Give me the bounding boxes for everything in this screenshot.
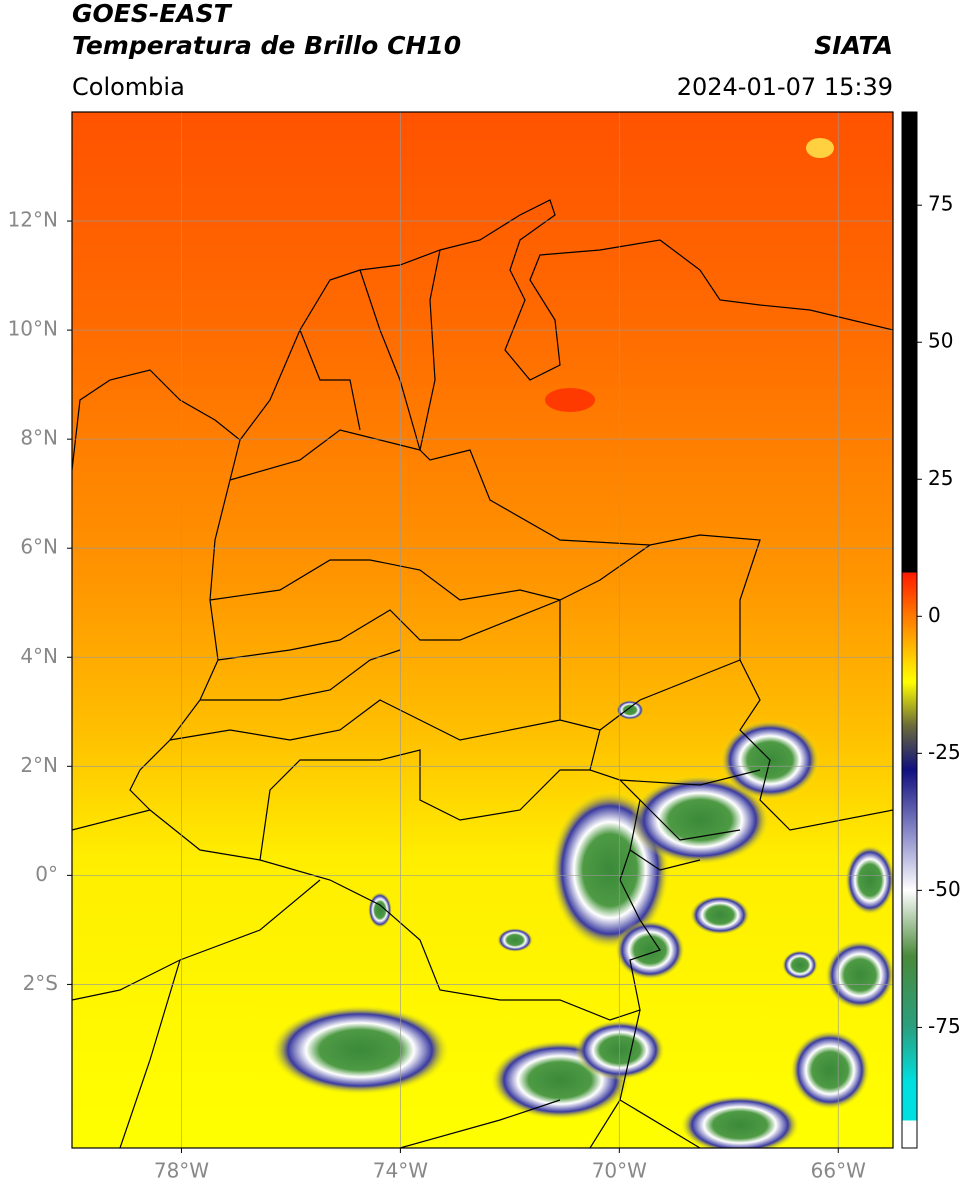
colorbar <box>901 111 918 1149</box>
map-frame <box>71 111 894 1149</box>
colorbar-tick-label: -50 <box>928 877 961 901</box>
country-border <box>589 1009 701 1148</box>
x-tick-label: 70°W <box>592 1159 647 1183</box>
cloud <box>845 845 893 915</box>
state-border <box>169 269 651 861</box>
y-tick-label: 4°N <box>20 644 58 668</box>
clouds <box>270 700 893 1148</box>
x-tick-label: 74°W <box>373 1159 428 1183</box>
x-tick-label: 78°W <box>154 1159 209 1183</box>
cloud <box>270 1005 450 1095</box>
subtitle: Temperatura de Brillo CH10 <box>72 31 461 60</box>
cloud <box>497 928 533 952</box>
coastline <box>72 199 893 471</box>
country-border <box>149 659 741 1021</box>
y-tick-label: 12°N <box>8 208 58 232</box>
state-border <box>619 769 761 871</box>
colorbar-tick-label: -25 <box>928 740 961 764</box>
cloud <box>630 775 770 865</box>
y-tick-label: 6°N <box>20 535 58 559</box>
brightness-field <box>72 112 893 1148</box>
cloud <box>615 920 685 980</box>
colorbar-tick-label: 75 <box>928 192 953 216</box>
warm-spot <box>806 138 834 158</box>
source: SIATA <box>814 31 893 60</box>
x-tick-label: 66°W <box>811 1159 866 1183</box>
y-tick-label: 2°S <box>23 971 58 995</box>
y-tick-label: 0° <box>35 862 58 886</box>
colorbar-tick-label: -75 <box>928 1014 961 1038</box>
borders <box>72 199 893 1148</box>
map-image <box>72 112 893 1148</box>
datetime: 2024-01-07 15:39 <box>677 73 893 101</box>
cloud <box>575 1020 665 1080</box>
country-border <box>72 879 561 1148</box>
gridlines <box>72 112 893 1148</box>
warm-spot <box>545 388 595 412</box>
cloud <box>790 1030 870 1110</box>
cloud <box>782 950 818 980</box>
title: GOES-EAST <box>72 0 233 28</box>
cloud <box>616 700 644 720</box>
colorbar-tick-label: 25 <box>928 466 953 490</box>
y-tick-label: 2°N <box>20 753 58 777</box>
cloud <box>680 1095 800 1148</box>
colorbar-tick-label: 50 <box>928 329 953 353</box>
cloud <box>825 940 893 1010</box>
colorbar-tick-label: 0 <box>928 603 941 627</box>
region: Colombia <box>72 73 185 101</box>
cloud <box>368 892 392 928</box>
cloud <box>690 895 750 935</box>
y-tick-label: 10°N <box>8 317 58 341</box>
y-tick-label: 8°N <box>20 426 58 450</box>
